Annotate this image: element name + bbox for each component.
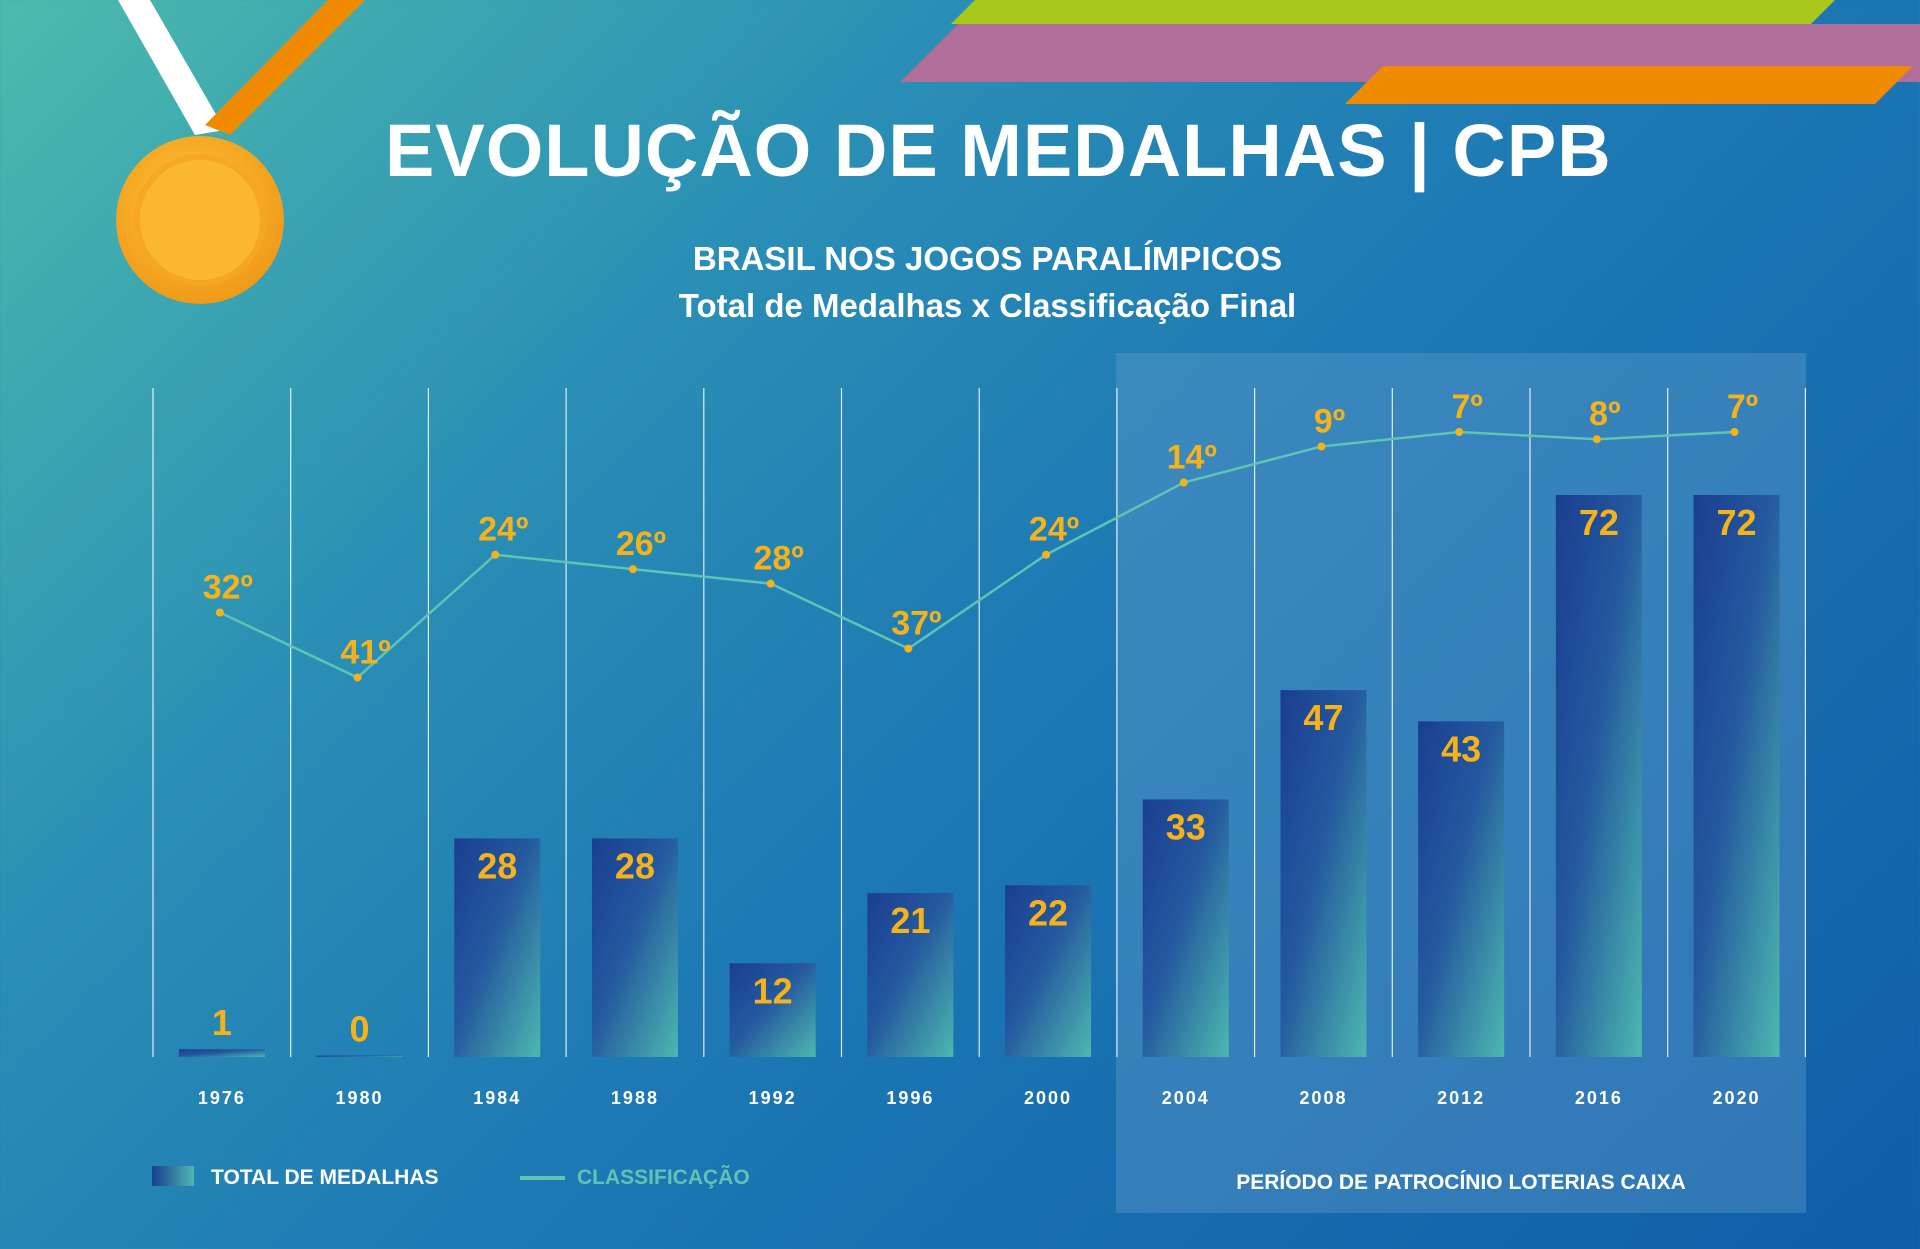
bar-value-label: 12 [753, 970, 793, 1011]
classification-label: 41º [340, 633, 390, 671]
chart-subtitle-secondary: Total de Medalhas x Classificação Final [678, 287, 1297, 324]
x-tick-label: 1984 [473, 1088, 521, 1108]
bar-2000 [1005, 885, 1092, 1057]
classification-point [1455, 428, 1464, 436]
classification-point [215, 608, 224, 617]
x-tick-label: 2016 [1575, 1088, 1623, 1108]
x-tick-label: 1988 [611, 1088, 659, 1108]
legend-bar-swatch [152, 1166, 194, 1186]
bar-value-label: 72 [1717, 502, 1757, 543]
x-tick-label: 2012 [1437, 1088, 1485, 1108]
classification-point [1317, 442, 1326, 451]
bar-value-label: 0 [350, 1009, 370, 1050]
bar-1988 [591, 838, 678, 1057]
classification-label: 28º [754, 540, 804, 578]
classification-label: 24º [1029, 511, 1079, 549]
bar-value-label: 1 [212, 1002, 232, 1043]
bar-value-label: 28 [477, 845, 517, 886]
classification-point [1730, 428, 1739, 436]
bar-2012 [1418, 721, 1505, 1057]
bar-value-label: 28 [615, 845, 655, 886]
classification-label: 8º [1589, 395, 1620, 433]
bar-1980 [316, 1055, 403, 1057]
x-tick-label: 2004 [1162, 1088, 1210, 1108]
bar-1984 [454, 838, 541, 1057]
legend-bars-label: TOTAL DE MEDALHAS [211, 1166, 439, 1189]
bar-2016 [1555, 495, 1642, 1057]
classification-line [219, 430, 1735, 679]
legend-line-label: CLASSIFICAÇÃO [577, 1166, 750, 1189]
sponsorship-period-label: PERÍODO DE PATROCÍNIO LOTERIAS CAIXA [1236, 1171, 1686, 1194]
bar-2020 [1693, 495, 1780, 1057]
classification-point [491, 550, 500, 559]
medal-icon [100, 0, 400, 310]
classification-label: 7º [1727, 388, 1758, 426]
classification-label: 7º [1451, 388, 1482, 426]
bar-value-label: 33 [1166, 806, 1206, 847]
bar-1992 [729, 963, 816, 1057]
classification-label: 37º [891, 605, 941, 643]
bar-2008 [1280, 690, 1367, 1057]
classification-point [353, 673, 362, 682]
bar-1996 [867, 893, 954, 1057]
classification-label: 9º [1314, 402, 1345, 440]
classification-point [1042, 550, 1051, 559]
x-tick-label: 2000 [1024, 1088, 1072, 1108]
bar-value-label: 21 [890, 900, 930, 941]
x-tick-label: 2008 [1299, 1088, 1347, 1108]
chart-subtitle: BRASIL NOS JOGOS PARALÍMPICOS [692, 240, 1283, 277]
x-tick-label: 1992 [749, 1088, 797, 1108]
legend-line-swatch [520, 1176, 565, 1180]
classification-point [1592, 435, 1601, 444]
classification-label: 14º [1167, 439, 1217, 477]
classification-label: 32º [203, 569, 253, 607]
classification-point [766, 579, 775, 588]
bar-value-label: 22 [1028, 892, 1068, 933]
classification-point [628, 565, 637, 574]
classification-label: 24º [478, 511, 528, 549]
classification-point [1179, 478, 1188, 487]
page-title: EVOLUÇÃO DE MEDALHAS | CPB [385, 109, 1612, 192]
classification-point [904, 644, 913, 653]
bar-1976 [178, 1049, 265, 1057]
x-tick-label: 1996 [886, 1088, 934, 1108]
x-tick-label: 1976 [198, 1088, 246, 1108]
x-tick-label: 2020 [1713, 1088, 1761, 1108]
bar-value-label: 47 [1303, 697, 1343, 738]
bar-value-label: 72 [1579, 502, 1619, 543]
bar-value-label: 43 [1441, 728, 1481, 769]
x-tick-label: 1980 [336, 1088, 384, 1108]
classification-label: 26º [616, 525, 666, 563]
bar-2004 [1142, 799, 1229, 1057]
